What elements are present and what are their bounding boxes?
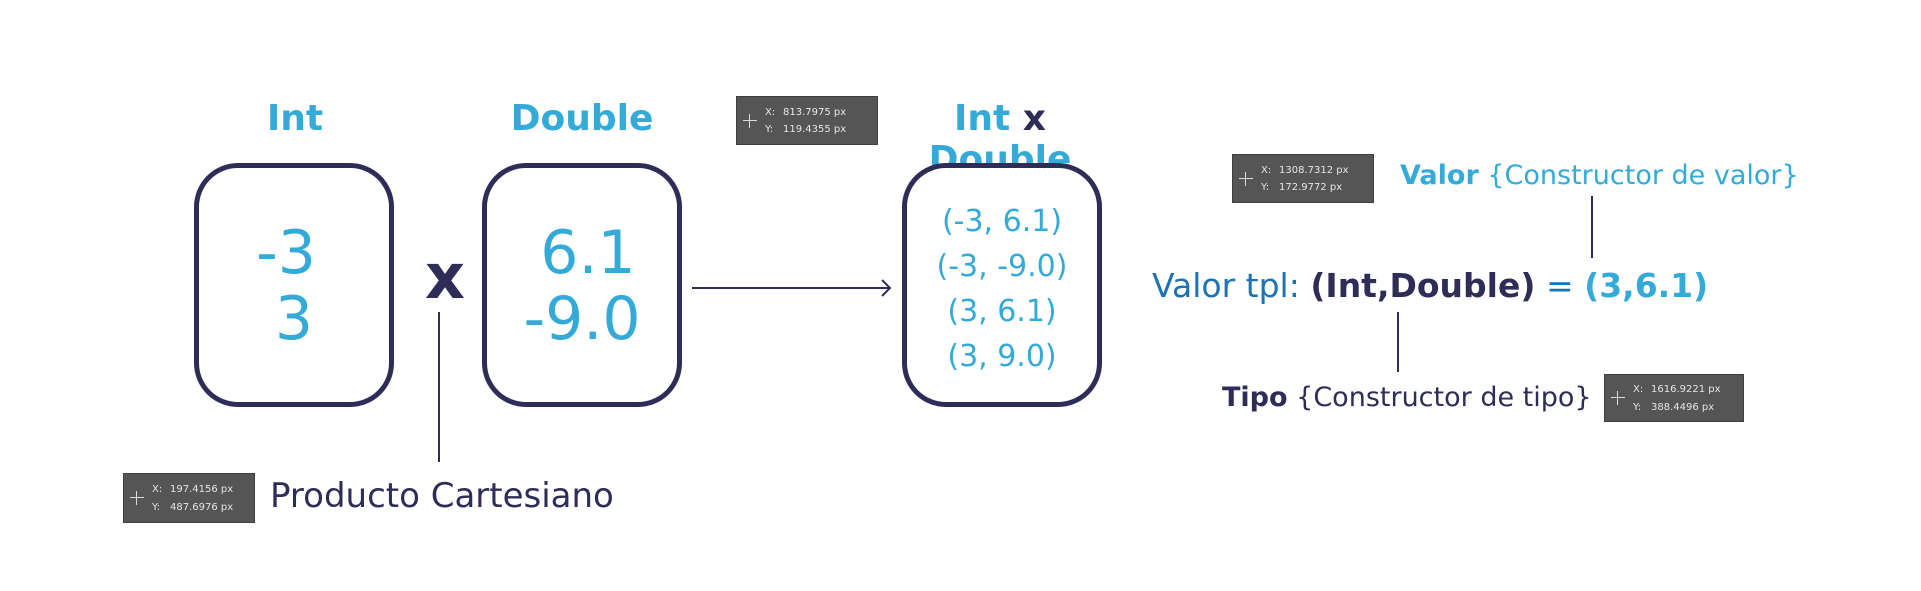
- double-value: 6.1: [540, 218, 636, 288]
- readout-x-label: X:: [1633, 384, 1644, 395]
- coordinate-readout: X: 1616.9221 px Y: 388.4496 px: [1604, 374, 1744, 422]
- times-symbol: x: [425, 240, 465, 313]
- value-constructor-annotation: Valor {Constructor de valor}: [1400, 158, 1799, 194]
- readout-x-label: X:: [1261, 165, 1272, 176]
- tuple-expression: Valor tpl: (Int,Double) = (3,6.1): [1152, 262, 1708, 310]
- crosshair-icon: [1239, 171, 1253, 186]
- int-value: -3: [256, 218, 316, 288]
- readout-y-value: 172.9772 px: [1279, 182, 1343, 193]
- readout-y-value: 487.6976 px: [170, 502, 234, 513]
- value-annotation-line: [1591, 196, 1593, 258]
- type-annotation-keyword: Tipo: [1222, 382, 1288, 413]
- readout-y-label: Y:: [152, 502, 161, 513]
- readout-x-value: 197.4156 px: [170, 484, 234, 495]
- coordinate-readout: X: 813.7975 px Y: 119.4355 px: [736, 96, 878, 145]
- readout-y-label: Y:: [1261, 182, 1270, 193]
- product-pair: (-3, 6.1): [941, 204, 1063, 239]
- expression-value: (3,6.1): [1584, 266, 1709, 305]
- crosshair-icon: [743, 113, 757, 128]
- expression-type: (Int,Double): [1310, 266, 1536, 305]
- int-value: 3: [274, 284, 314, 354]
- product-pair: (3, 6.1): [947, 294, 1057, 329]
- product-pair: (-3, -9.0): [936, 249, 1068, 284]
- product-pair: (3, 9.0): [947, 339, 1057, 374]
- value-annotation-desc: {Constructor de valor}: [1487, 160, 1799, 191]
- readout-y-label: Y:: [765, 124, 774, 135]
- coordinate-readout: X: 197.4156 px Y: 487.6976 px: [123, 473, 255, 523]
- cartesian-product-label: Producto Cartesiano: [270, 476, 614, 516]
- times-connector-line: [438, 312, 440, 462]
- product-set-box: (-3, 6.1) (-3, -9.0) (3, 6.1) (3, 9.0): [902, 163, 1102, 407]
- readout-x-label: X:: [765, 107, 776, 118]
- mapping-arrow: [692, 279, 892, 297]
- type-constructor-annotation: Tipo {Constructor de tipo}: [1222, 380, 1592, 416]
- product-title-op: x: [1022, 98, 1046, 139]
- readout-x-label: X:: [152, 484, 163, 495]
- readout-x-value: 1308.7312 px: [1279, 165, 1349, 176]
- expression-equals: =: [1545, 266, 1574, 305]
- type-annotation-line: [1397, 312, 1399, 372]
- product-title-left: Int: [953, 98, 1011, 139]
- int-set-title: Int: [266, 98, 324, 139]
- double-value: -9.0: [523, 284, 641, 354]
- int-set-box: -3 3: [194, 163, 394, 407]
- double-set-title: Double: [510, 98, 654, 139]
- crosshair-icon: [1611, 391, 1625, 405]
- double-set-box: 6.1 -9.0: [482, 163, 682, 407]
- readout-y-label: Y:: [1633, 402, 1642, 413]
- expression-name: Valor tpl:: [1152, 266, 1300, 305]
- readout-x-value: 1616.9221 px: [1651, 384, 1721, 395]
- coordinate-readout: X: 1308.7312 px Y: 172.9772 px: [1232, 154, 1374, 203]
- readout-y-value: 119.4355 px: [783, 124, 847, 135]
- readout-y-value: 388.4496 px: [1651, 402, 1715, 413]
- readout-x-value: 813.7975 px: [783, 107, 847, 118]
- crosshair-icon: [130, 491, 144, 505]
- value-annotation-keyword: Valor: [1400, 160, 1479, 191]
- type-annotation-desc: {Constructor de tipo}: [1296, 382, 1592, 413]
